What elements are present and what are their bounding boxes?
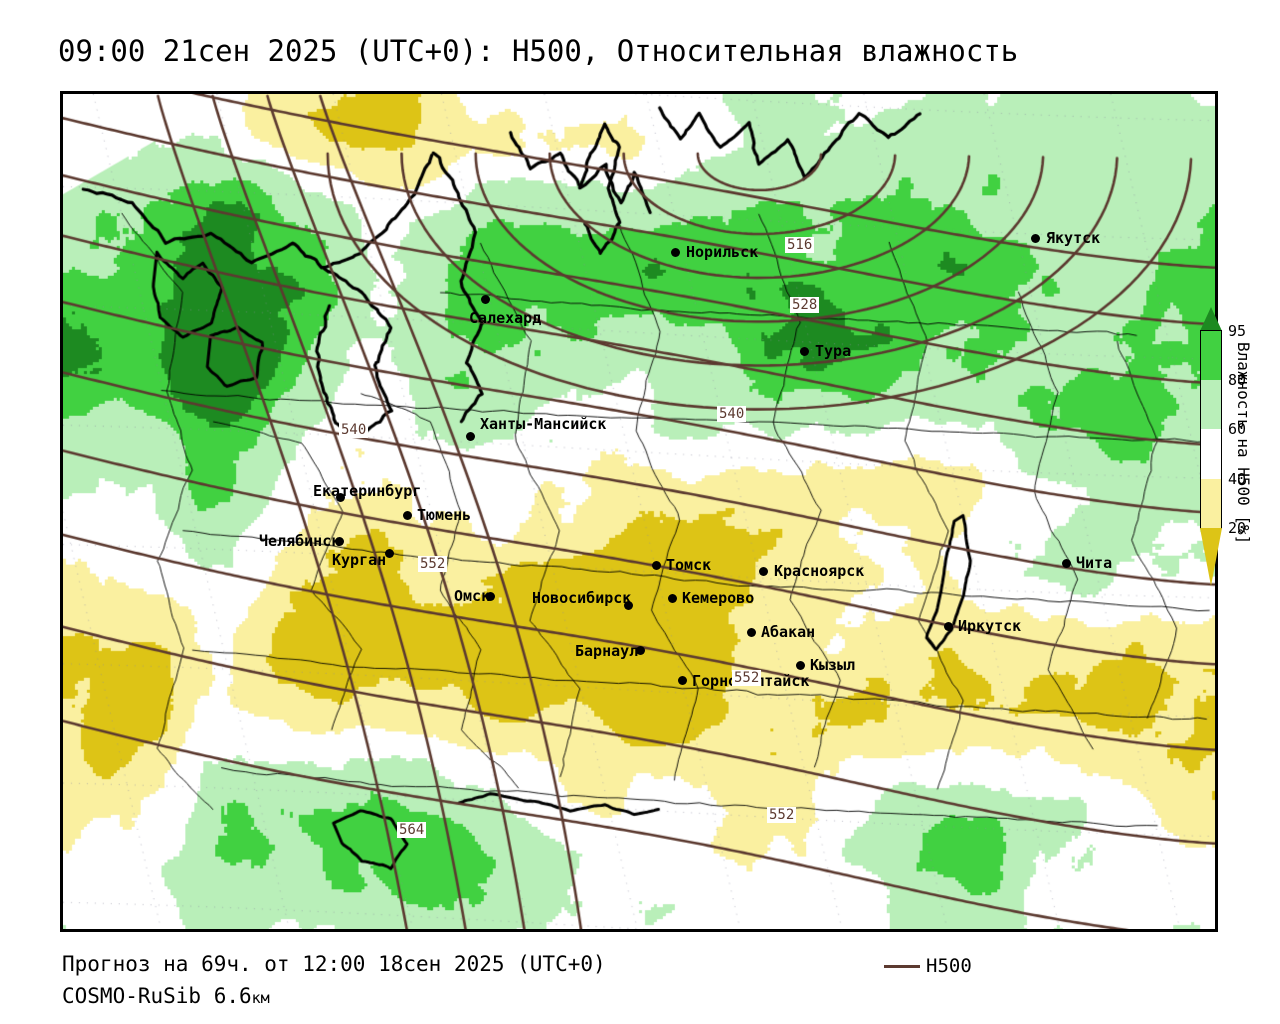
city-label: Норильск <box>686 243 759 261</box>
colorbar-tick: 20 <box>1228 519 1247 537</box>
contour-label: 552 <box>767 807 797 823</box>
colorbar-band <box>1201 429 1221 479</box>
map-raster-canvas <box>63 94 1215 929</box>
city-marker[interactable] <box>335 537 344 546</box>
model-resolution-unit: км <box>251 989 270 1007</box>
model-info: COSMO-RuSib 6.6км <box>62 984 270 1008</box>
h500-legend-label: H500 <box>926 955 972 977</box>
weather-map[interactable]: Якутск Норильск Салехард Тура Ханты-Мансийск… <box>60 91 1218 932</box>
colorbar-tick: 80 <box>1228 371 1247 389</box>
city-marker[interactable] <box>671 248 680 257</box>
city-label: Ханты-Мансийск <box>480 415 607 433</box>
city-label: Томск <box>666 556 712 574</box>
city-marker[interactable] <box>759 567 768 576</box>
colorbar[interactable] <box>1200 330 1222 529</box>
city-marker[interactable] <box>336 493 345 502</box>
city-marker[interactable] <box>652 561 661 570</box>
city-marker[interactable] <box>486 592 495 601</box>
city-marker[interactable] <box>481 295 490 304</box>
city-label: Барнаул <box>575 642 639 660</box>
city-marker[interactable] <box>636 646 645 655</box>
city-marker[interactable] <box>796 661 805 670</box>
contour-label: 564 <box>397 822 427 838</box>
city-marker[interactable] <box>747 628 756 637</box>
city-label: Новосибирск <box>532 589 632 607</box>
city-label: Челябинск <box>259 532 341 550</box>
model-name: COSMO-RuSib 6.6 <box>62 984 252 1008</box>
colorbar-band <box>1201 380 1221 429</box>
city-label: Салехард <box>469 309 542 327</box>
city-marker[interactable] <box>1062 559 1071 568</box>
page-title: 09:00 21сен 2025 (UTC+0): H500, Относите… <box>58 34 1019 68</box>
colorbar-over-arrow <box>1200 307 1222 331</box>
colorbar-tick: 40 <box>1228 470 1247 488</box>
contour-label: 540 <box>717 406 747 422</box>
city-marker[interactable] <box>1031 234 1040 243</box>
city-marker[interactable] <box>403 511 412 520</box>
city-label: Чита <box>1076 554 1113 572</box>
city-label: Тюмень <box>417 506 472 524</box>
city-label: Красноярск <box>774 562 865 580</box>
city-marker[interactable] <box>668 594 677 603</box>
city-label: Иркутск <box>958 617 1022 635</box>
colorbar-band <box>1201 331 1221 380</box>
colorbar-band <box>1201 479 1221 528</box>
city-marker[interactable] <box>624 601 633 610</box>
colorbar-tick: 60 <box>1228 420 1247 438</box>
city-label: Екатеринбург <box>313 482 422 500</box>
city-label: Кызыл <box>810 656 856 674</box>
contour-label: 552 <box>418 556 448 572</box>
city-label: Тура <box>815 342 852 360</box>
city-marker[interactable] <box>800 347 809 356</box>
h500-legend-line <box>884 965 920 968</box>
contour-label: 552 <box>732 670 762 686</box>
city-label: Кемерово <box>682 589 755 607</box>
colorbar-under-arrow <box>1200 528 1222 586</box>
contour-label: 528 <box>790 297 820 313</box>
city-marker[interactable] <box>385 549 394 558</box>
city-marker[interactable] <box>944 622 953 631</box>
city-marker[interactable] <box>678 676 687 685</box>
city-label: Абакан <box>761 623 816 641</box>
contour-label: 516 <box>785 237 815 253</box>
contour-label: 540 <box>339 422 369 438</box>
colorbar-tick: 95 <box>1228 322 1247 340</box>
forecast-info: Прогноз на 69ч. от 12:00 18сен 2025 (UTC… <box>62 952 606 976</box>
city-marker[interactable] <box>466 432 475 441</box>
colorbar-title: Влажность на H500 [%] <box>1234 342 1253 545</box>
city-label: Омск <box>454 587 491 605</box>
city-label: Якутск <box>1046 229 1101 247</box>
city-label: Курган <box>332 551 387 569</box>
